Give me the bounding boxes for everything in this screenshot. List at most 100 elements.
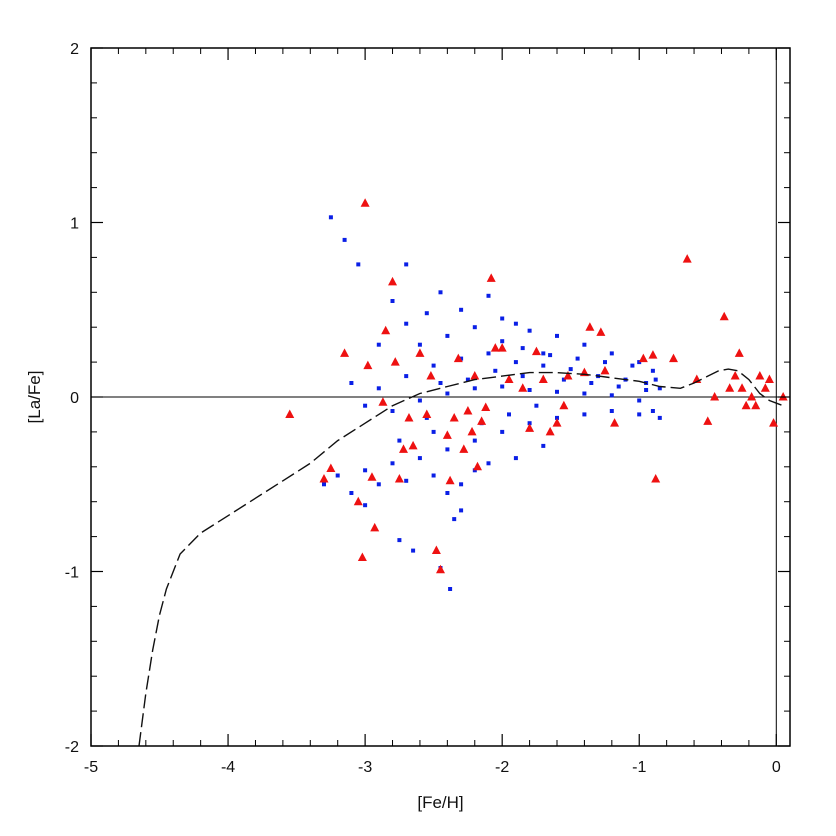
- model-point: [493, 368, 498, 373]
- x-tick-label: -3: [358, 759, 372, 776]
- model-point: [404, 262, 409, 267]
- model-point: [445, 391, 450, 396]
- observation-point: [398, 444, 408, 453]
- model-point: [363, 468, 368, 473]
- model-point: [653, 377, 658, 382]
- plot-content: [91, 48, 790, 747]
- model-point: [500, 339, 505, 344]
- model-point: [527, 388, 532, 392]
- model-point: [609, 351, 614, 356]
- model-point: [500, 384, 505, 389]
- model-point: [397, 438, 402, 443]
- model-point: [335, 473, 340, 478]
- observation-point: [404, 412, 414, 422]
- model-point: [548, 353, 553, 358]
- observation-point: [367, 472, 377, 481]
- model-point: [520, 346, 525, 351]
- model-point: [465, 377, 470, 382]
- observation-point: [415, 348, 425, 357]
- observation-point: [363, 360, 373, 370]
- observation-point: [340, 348, 350, 357]
- model-point: [459, 356, 464, 361]
- observation-point: [370, 522, 380, 532]
- model-point: [459, 508, 464, 513]
- model-point: [404, 374, 409, 379]
- observation-point: [682, 254, 692, 263]
- model-point: [589, 381, 594, 385]
- observation-point: [552, 418, 562, 427]
- observation-point: [504, 374, 514, 384]
- model-point: [376, 482, 381, 487]
- model-point: [322, 482, 326, 487]
- observation-point: [431, 545, 441, 555]
- model-point: [582, 391, 587, 396]
- observation-point: [381, 325, 391, 335]
- model-point: [356, 262, 361, 267]
- x-tick-label: -4: [221, 759, 235, 776]
- x-tick-label: 0: [772, 759, 781, 776]
- observation-point: [585, 322, 595, 331]
- x-tick-label: -1: [632, 759, 646, 776]
- model-point: [342, 237, 347, 242]
- y-tick-label: 1: [70, 216, 79, 233]
- observation-point: [747, 392, 757, 401]
- model-point: [376, 386, 381, 391]
- model-point: [448, 587, 453, 591]
- observation-point: [490, 343, 500, 352]
- observation-point: [390, 357, 400, 366]
- observation-point: [764, 374, 774, 384]
- model-point: [459, 307, 464, 312]
- observation-point: [445, 475, 455, 485]
- observation-point: [730, 371, 740, 380]
- observation-point: [755, 371, 765, 380]
- model-point: [459, 482, 464, 487]
- x-axis-label: [Fe/H]: [417, 793, 463, 812]
- model-point: [438, 381, 443, 385]
- model-point: [404, 478, 409, 483]
- model-point: [390, 409, 395, 413]
- observation-point: [449, 412, 459, 422]
- observation-point: [769, 418, 779, 427]
- observation-point: [538, 374, 548, 384]
- model-point: [417, 342, 422, 347]
- observation-point: [651, 474, 661, 483]
- model-point: [555, 415, 559, 420]
- model-point: [555, 333, 559, 338]
- observation-point: [545, 426, 555, 436]
- model-point: [472, 325, 477, 330]
- model-point: [424, 311, 429, 316]
- model-point: [404, 321, 409, 326]
- model-point: [657, 386, 662, 391]
- observation-point: [394, 474, 404, 483]
- observation-point: [459, 444, 469, 453]
- model-point: [630, 363, 635, 368]
- model-point: [363, 503, 368, 508]
- model-point: [582, 412, 587, 417]
- observation-point: [760, 383, 770, 392]
- observation-point: [710, 392, 720, 401]
- model-point: [349, 491, 354, 495]
- model-point: [431, 363, 436, 368]
- observation-point: [481, 402, 491, 411]
- model-point: [513, 360, 518, 365]
- x-tick-label: -2: [495, 759, 509, 776]
- observation-point: [319, 474, 329, 483]
- observation-point: [442, 430, 452, 439]
- model-point: [452, 517, 457, 522]
- observation-point: [559, 400, 569, 410]
- model-point: [349, 381, 354, 385]
- observation-point: [703, 416, 713, 425]
- model-point: [376, 342, 381, 347]
- model-point: [390, 299, 395, 303]
- observation-point: [477, 416, 487, 425]
- model-point: [445, 333, 450, 338]
- model-point: [411, 548, 416, 553]
- observation-point: [497, 343, 507, 352]
- x-tick-label: -5: [84, 759, 98, 776]
- model-mean-curve: [138, 368, 784, 747]
- observation-point: [326, 463, 336, 473]
- model-point: [507, 412, 511, 417]
- model-point: [520, 374, 525, 379]
